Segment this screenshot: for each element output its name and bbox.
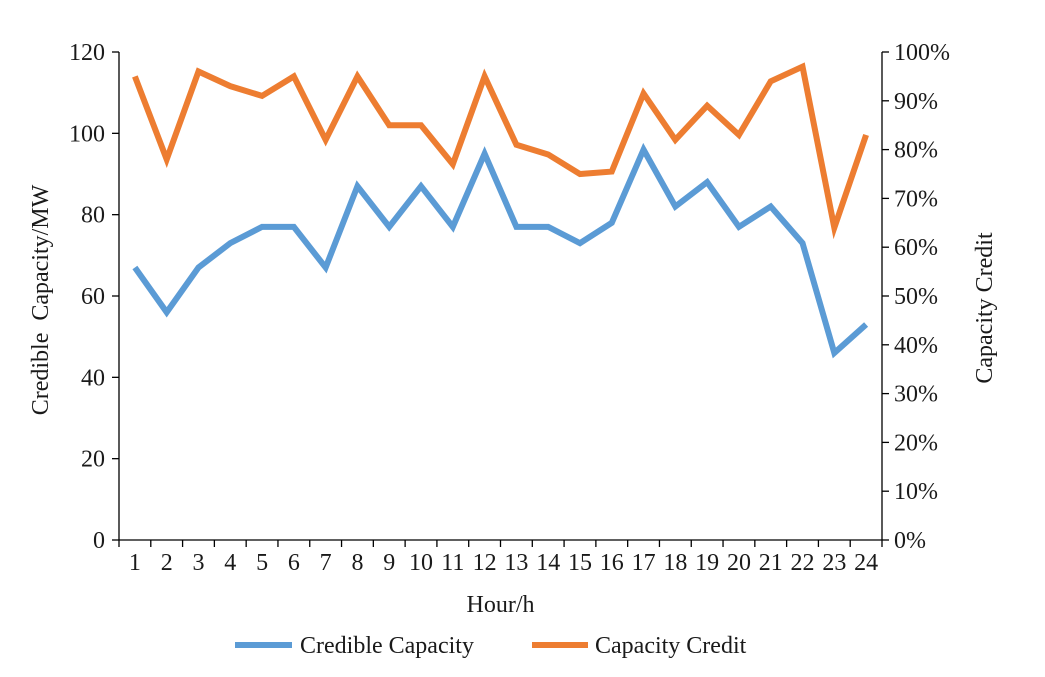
x-tick-label: 19 bbox=[695, 550, 719, 576]
x-tick-label: 22 bbox=[791, 550, 815, 576]
x-tick-label: 12 bbox=[473, 550, 497, 576]
x-tick-label: 11 bbox=[441, 550, 464, 576]
y-right-tick-label: 40% bbox=[894, 333, 938, 359]
x-tick-label: 21 bbox=[759, 550, 783, 576]
y-right-tick-label: 90% bbox=[894, 89, 938, 115]
legend-item-credible-capacity: Credible Capacity bbox=[235, 633, 474, 659]
y-left-tick-label: 60 bbox=[81, 284, 105, 310]
series-line-credible-capacity bbox=[132, 142, 869, 359]
legend-item-capacity-credit: Capacity Credit bbox=[532, 633, 747, 659]
y-right-tick-label: 10% bbox=[894, 479, 938, 505]
y-left-tick-label: 0 bbox=[93, 528, 105, 554]
y-right-tick-label: 80% bbox=[894, 138, 938, 164]
x-tick-label: 17 bbox=[632, 550, 656, 576]
x-tick-label: 7 bbox=[320, 550, 332, 576]
legend: Credible Capacity Capacity Credit bbox=[235, 633, 747, 659]
y-right-tick-label: 0% bbox=[894, 528, 926, 554]
x-tick-label: 15 bbox=[568, 550, 592, 576]
y-right-tick-label: 60% bbox=[894, 235, 938, 261]
y-left-tick-label: 120 bbox=[69, 40, 105, 66]
legend-label-capacity-credit: Capacity Credit bbox=[595, 633, 747, 659]
y-left-tick-label: 20 bbox=[81, 447, 105, 473]
series-line-capacity-credit bbox=[132, 62, 869, 240]
y-right-tick-label: 30% bbox=[894, 382, 938, 408]
y-left-tick-label: 40 bbox=[81, 365, 105, 391]
legend-label-credible-capacity: Credible Capacity bbox=[300, 633, 474, 659]
y2-axis-title: Capacity Credit bbox=[972, 232, 998, 384]
x-tick-label: 23 bbox=[822, 550, 846, 576]
x-tick-label: 1 bbox=[129, 550, 141, 576]
y-right-tick-label: 20% bbox=[894, 430, 938, 456]
x-tick-label: 13 bbox=[504, 550, 528, 576]
y-right-tick-label: 100% bbox=[894, 40, 950, 66]
series-layer bbox=[132, 62, 869, 359]
ticks-layer: 0204060801001200%10%20%30%40%50%60%70%80… bbox=[69, 40, 950, 576]
x-tick-label: 10 bbox=[409, 550, 433, 576]
y-left-tick-label: 100 bbox=[69, 121, 105, 147]
y-right-tick-label: 70% bbox=[894, 186, 938, 212]
y-axis-title: Credible Capacity/MW bbox=[28, 184, 54, 415]
x-tick-label: 2 bbox=[161, 550, 173, 576]
x-tick-label: 16 bbox=[600, 550, 624, 576]
x-tick-label: 6 bbox=[288, 550, 300, 576]
x-tick-label: 18 bbox=[663, 550, 687, 576]
x-tick-label: 20 bbox=[727, 550, 751, 576]
y-left-tick-label: 80 bbox=[81, 203, 105, 229]
x-axis-title: Hour/h bbox=[467, 592, 535, 618]
x-tick-label: 4 bbox=[224, 550, 236, 576]
axes-layer bbox=[118, 52, 883, 541]
x-tick-label: 8 bbox=[351, 550, 363, 576]
x-tick-label: 14 bbox=[536, 550, 560, 576]
x-tick-label: 3 bbox=[192, 550, 204, 576]
y-right-tick-label: 50% bbox=[894, 284, 938, 310]
x-tick-label: 9 bbox=[383, 550, 395, 576]
x-tick-label: 5 bbox=[256, 550, 268, 576]
x-tick-label: 24 bbox=[854, 550, 878, 576]
